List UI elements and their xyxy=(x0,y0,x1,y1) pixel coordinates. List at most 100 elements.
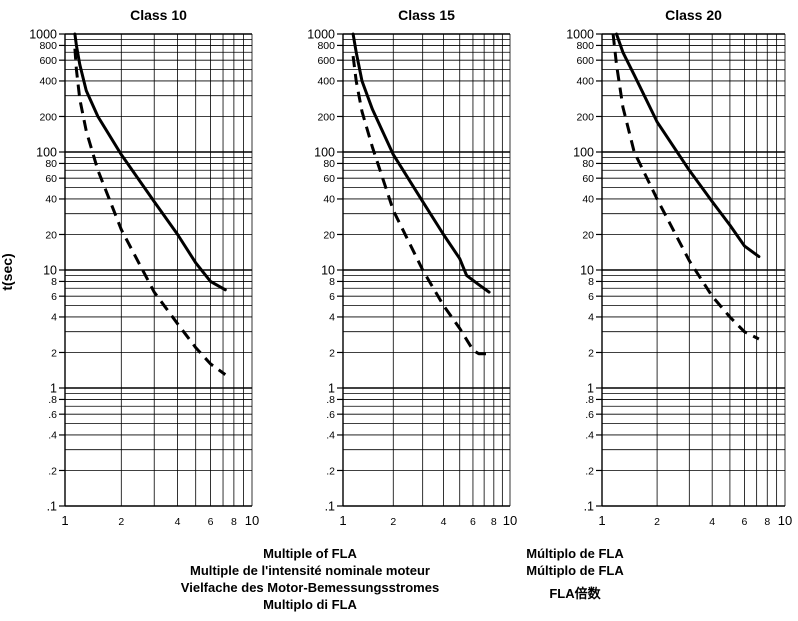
x-tick-label: 6 xyxy=(470,516,476,528)
y-tick-label: .8 xyxy=(48,394,57,406)
y-tick-label: .8 xyxy=(326,394,335,406)
caption-line: Múltiplo de FLA xyxy=(526,563,624,578)
y-tick-label: 400 xyxy=(317,76,335,88)
x-tick-label: 10 xyxy=(245,513,259,528)
y-tick-label: 1 xyxy=(328,382,335,396)
y-tick-label: .2 xyxy=(585,465,594,477)
y-tick-label: 4 xyxy=(588,312,594,324)
x-tick-label: 1 xyxy=(61,513,68,528)
x-tick-label: 8 xyxy=(764,516,770,528)
y-tick-label: 8 xyxy=(51,276,57,288)
y-tick-label: 60 xyxy=(323,173,335,185)
y-tick-label: 10 xyxy=(321,264,335,278)
y-tick-label: 1000 xyxy=(307,28,335,42)
solid-trip-curve xyxy=(351,32,491,294)
caption-line: Múltiplo de FLA xyxy=(526,546,624,561)
y-tick-label: 20 xyxy=(45,229,57,241)
y-tick-label: 20 xyxy=(323,229,335,241)
y-tick-label: 40 xyxy=(45,194,57,206)
caption-line: Vielfache des Motor-Bemessungsstromes xyxy=(180,580,440,595)
y-tick-label: 4 xyxy=(329,312,335,324)
caption-line: FLA倍数 xyxy=(549,586,601,601)
y-tick-label: 60 xyxy=(45,173,57,185)
y-tick-label: 8 xyxy=(588,276,594,288)
y-tick-label: 1000 xyxy=(29,28,57,42)
x-tick-label: 2 xyxy=(390,516,396,528)
y-tick-label: 80 xyxy=(45,158,57,170)
chart-title: Class 15 xyxy=(398,7,455,23)
chart-panel-1: Class 1010008006004002001008060402010864… xyxy=(29,7,259,528)
solid-trip-curve xyxy=(615,32,761,259)
x-tick-label: 2 xyxy=(118,516,124,528)
y-tick-label: 10 xyxy=(43,264,57,278)
y-tick-label: .4 xyxy=(48,430,57,442)
y-tick-label: 6 xyxy=(51,291,57,303)
y-tick-label: 60 xyxy=(582,173,594,185)
y-tick-label: 40 xyxy=(323,194,335,206)
y-tick-label: .2 xyxy=(48,465,57,477)
y-tick-label: 600 xyxy=(39,55,57,67)
x-tick-label: 4 xyxy=(441,516,447,528)
y-tick-label: 80 xyxy=(582,158,594,170)
x-tick-label: 6 xyxy=(741,516,747,528)
y-tick-label: .6 xyxy=(326,409,335,421)
chart-panels: Class 1010008006004002001008060402010864… xyxy=(29,7,792,528)
y-tick-label: 400 xyxy=(39,76,57,88)
caption-line: Multiple of FLA xyxy=(263,546,357,561)
caption-line: Multiplo di FLA xyxy=(263,597,357,612)
y-tick-label: .1 xyxy=(47,500,57,514)
y-tick-label: 600 xyxy=(576,55,594,67)
x-axis-caption-es-pt-zh: Múltiplo de FLA Múltiplo de FLA FLA倍数 xyxy=(500,545,650,602)
y-tick-label: 800 xyxy=(317,40,335,52)
x-tick-label: 1 xyxy=(339,513,346,528)
y-tick-label: .6 xyxy=(48,409,57,421)
y-tick-label: 6 xyxy=(588,291,594,303)
chart-title: Class 10 xyxy=(130,7,187,23)
dashed-trip-curve xyxy=(611,33,760,341)
y-tick-label: 100 xyxy=(573,146,594,160)
y-tick-label: 200 xyxy=(39,111,57,123)
y-tick-label: 800 xyxy=(576,40,594,52)
y-tick-label: 600 xyxy=(317,55,335,67)
x-tick-label: 10 xyxy=(778,513,792,528)
y-tick-label: .8 xyxy=(585,394,594,406)
y-tick-label: 800 xyxy=(39,40,57,52)
y-tick-label: 8 xyxy=(329,276,335,288)
y-tick-label: 400 xyxy=(576,76,594,88)
y-tick-label: 4 xyxy=(51,312,57,324)
x-tick-label: 6 xyxy=(208,516,214,528)
x-tick-label: 8 xyxy=(491,516,497,528)
y-tick-label: 2 xyxy=(51,347,57,359)
y-tick-label: .1 xyxy=(325,500,335,514)
y-tick-label: 200 xyxy=(317,111,335,123)
y-tick-label: .6 xyxy=(585,409,594,421)
y-tick-label: 6 xyxy=(329,291,335,303)
solid-trip-curve xyxy=(73,32,227,292)
chart-panel-2: Class 1510008006004002001008060402010864… xyxy=(307,7,517,528)
y-tick-label: .4 xyxy=(326,430,335,442)
dashed-trip-curve xyxy=(73,48,227,376)
y-tick-label: 80 xyxy=(323,158,335,170)
y-tick-label: 10 xyxy=(580,264,594,278)
x-tick-label: 4 xyxy=(709,516,715,528)
caption-line: Multiple de l'intensité nominale moteur xyxy=(189,563,430,578)
x-tick-label: 8 xyxy=(231,516,237,528)
y-tick-label: 20 xyxy=(582,229,594,241)
x-tick-label: 4 xyxy=(175,516,181,528)
y-tick-label: 2 xyxy=(329,347,335,359)
y-tick-label: 100 xyxy=(36,146,57,160)
y-tick-label: 100 xyxy=(314,146,335,160)
x-tick-label: 2 xyxy=(654,516,660,528)
y-tick-label: 40 xyxy=(582,194,594,206)
y-axis-label: t(sec) xyxy=(0,253,15,290)
chart-panel-3: Class 2010008006004002001008060402010864… xyxy=(566,7,792,528)
x-tick-label: 10 xyxy=(503,513,517,528)
y-tick-label: 1 xyxy=(587,382,594,396)
x-tick-label: 1 xyxy=(598,513,605,528)
y-tick-label: .2 xyxy=(326,465,335,477)
y-tick-label: .4 xyxy=(585,430,594,442)
y-tick-label: 200 xyxy=(576,111,594,123)
y-tick-label: 1 xyxy=(50,382,57,396)
y-tick-label: 2 xyxy=(588,347,594,359)
